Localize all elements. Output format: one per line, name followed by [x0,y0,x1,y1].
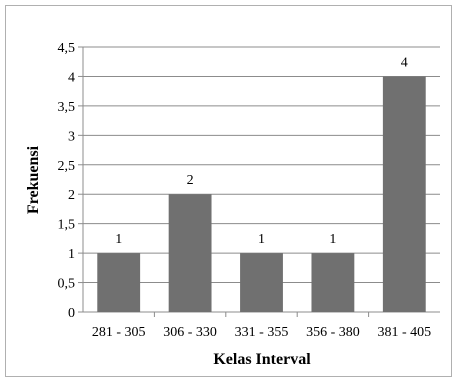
bar [97,253,141,312]
x-tick-label: 281 - 305 [92,325,146,340]
y-tick-label: 3,5 [58,100,76,115]
y-tick-label: 4,5 [58,41,76,56]
gridlines [78,46,440,317]
y-tick-label: 4 [68,70,75,85]
chart-frame [5,5,452,377]
x-axis-ticks: 281 - 305 306 - 330 331 - 355 356 - 380 381 … [92,325,431,340]
y-tick-label: 1 [68,247,75,262]
x-tick-label: 356 - 380 [306,325,360,340]
y-tick-label: 3 [68,129,75,144]
bar [168,194,212,312]
y-tick-label: 2 [68,188,75,203]
bar-value-label: 1 [115,232,122,247]
y-tick-label: 0,5 [58,277,76,292]
y-tick-label: 1,5 [58,218,76,233]
bar-value-label: 1 [258,232,265,247]
data-labels: 1 2 1 1 4 [115,55,408,247]
bar [240,253,283,312]
x-tick-label: 306 - 330 [163,325,217,340]
bars [97,76,426,312]
bar [311,253,355,312]
x-axis-title: Kelas Interval [213,351,311,368]
y-tick-label: 0 [68,306,75,321]
bar-value-label: 1 [329,232,336,247]
bar-value-label: 2 [187,173,194,188]
y-axis-ticks: 0 0,5 1 1,5 2 2,5 3 3,5 4 4,5 [58,41,76,321]
bar-value-label: 4 [401,55,408,70]
x-tick-label: 381 - 405 [377,325,431,340]
y-axis-title: Frekuensi [25,145,42,214]
y-tick-label: 2,5 [58,159,76,174]
x-tick-label: 331 - 355 [235,325,289,340]
bar [382,76,426,312]
